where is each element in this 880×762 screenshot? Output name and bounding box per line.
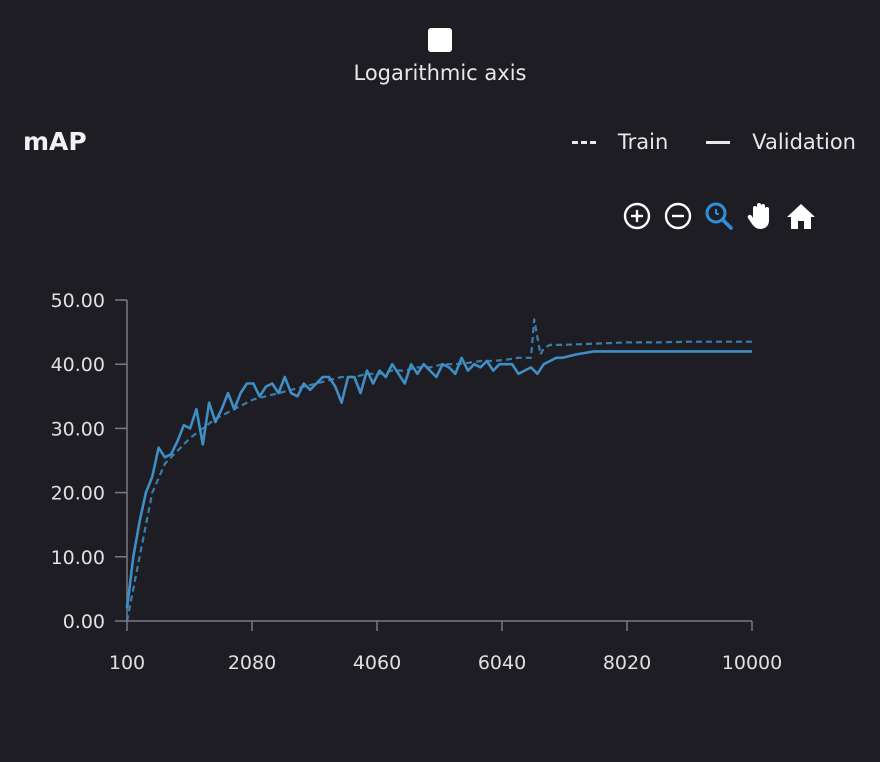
y-tick-label: 10.00 — [51, 547, 105, 569]
y-tick-label: 40.00 — [51, 354, 105, 376]
x-tick-label: 100 — [109, 652, 145, 674]
y-tick-label: 50.00 — [51, 290, 105, 312]
x-tick-label: 8020 — [603, 652, 651, 674]
x-tick-label: 2080 — [228, 652, 276, 674]
x-tick-label: 4060 — [353, 652, 401, 674]
legend-swatch-validation — [706, 140, 731, 144]
log-axis-label: Logarithmic axis — [353, 61, 527, 85]
legend-swatch-train — [571, 140, 596, 144]
x-tick-label: 10000 — [722, 652, 782, 674]
chart-toolbar — [620, 199, 825, 233]
x-axis: 100 2080 4060 6040 8020 10000 — [109, 620, 782, 674]
series-lines — [125, 318, 752, 622]
y-tick-label: 0.00 — [63, 611, 105, 633]
legend-item-validation[interactable]: Validation — [706, 130, 856, 154]
series-line-validation — [125, 350, 752, 609]
home-icon[interactable] — [784, 199, 818, 233]
log-axis-checkbox[interactable] — [428, 28, 452, 52]
legend-label-validation: Validation — [752, 130, 856, 154]
legend-item-train[interactable]: Train — [571, 130, 669, 154]
log-axis-toggle: Logarithmic axis — [0, 28, 880, 85]
legend: Train Validation — [571, 130, 856, 154]
y-axis: 0.00 10.00 20.00 30.00 40.00 50.00 — [51, 290, 128, 633]
zoom-in-icon[interactable] — [620, 199, 654, 233]
zoom-out-icon[interactable] — [661, 199, 695, 233]
y-tick-label: 30.00 — [51, 418, 105, 440]
chart-title: mAP — [23, 127, 87, 156]
legend-label-train: Train — [617, 130, 669, 154]
y-tick-label: 20.00 — [51, 483, 105, 505]
series-line-train — [125, 318, 752, 622]
pan-hand-icon[interactable] — [743, 199, 777, 233]
x-tick-label: 6040 — [478, 652, 526, 674]
zoom-select-icon[interactable] — [702, 199, 736, 233]
